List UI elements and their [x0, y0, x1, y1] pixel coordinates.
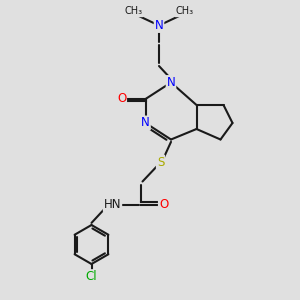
- Text: HN: HN: [104, 198, 121, 211]
- Text: CH₃: CH₃: [176, 6, 194, 16]
- Text: N: N: [141, 116, 150, 130]
- Text: CH₃: CH₃: [124, 6, 142, 16]
- Text: Cl: Cl: [86, 270, 97, 283]
- Text: O: O: [117, 92, 126, 106]
- Text: N: N: [167, 76, 176, 89]
- Text: O: O: [159, 198, 168, 211]
- Text: N: N: [154, 19, 164, 32]
- Text: S: S: [157, 155, 164, 169]
